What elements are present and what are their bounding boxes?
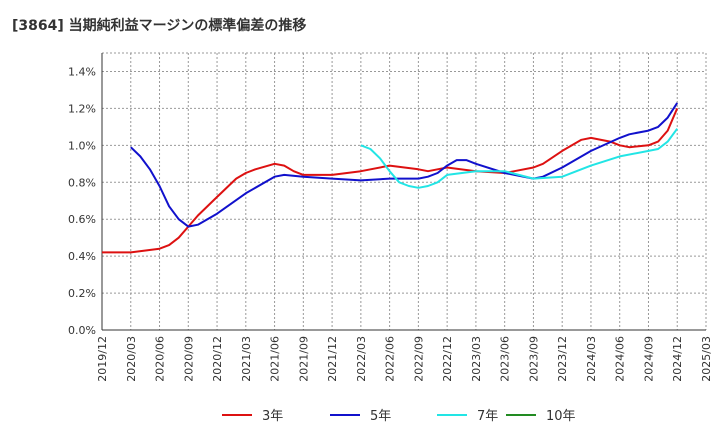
legend-label-1: 5年 [370,409,391,424]
x-tick-label: 2021/06 [269,336,282,382]
x-tick-label: 2023/03 [470,336,483,382]
x-tick-label: 2021/12 [326,336,339,382]
legend-label-2: 7年 [477,409,498,424]
x-tick-label: 2024/03 [585,336,598,382]
plot-area [102,53,706,330]
x-tick-label: 2024/12 [671,336,684,382]
series-layer [102,102,679,254]
x-tick-label: 2023/09 [527,336,540,382]
grid-layer [101,52,707,331]
y-tick-label: 0.8% [68,176,96,189]
x-tick-label: 2019/12 [96,336,109,382]
x-tick-label: 2021/09 [297,336,310,382]
y-tick-label: 1.0% [68,139,96,152]
chart-title: [3864] 当期純利益マージンの標準偏差の推移 [12,17,306,34]
x-tick-label: 2022/12 [441,336,454,382]
y-tick-label: 1.2% [68,102,96,115]
x-tick-label: 2023/06 [499,336,512,382]
x-tick-label: 2024/09 [642,336,655,382]
y-tick-label: 0.4% [68,250,96,263]
legend-label-0: 3年 [262,409,283,424]
x-tick-label: 2022/06 [384,336,397,382]
x-tick-label: 2020/06 [154,336,167,382]
x-tick-label: 2020/12 [211,336,224,382]
x-tick-label: 2024/06 [614,336,627,382]
legend: 3年 5年 7年 10年 [222,409,576,424]
x-tick-label: 2023/12 [556,336,569,382]
y-tick-label: 0.0% [68,324,96,337]
series-line-2 [360,128,679,189]
y-tick-label: 0.6% [68,213,96,226]
x-tick-label: 2022/03 [355,336,368,382]
x-tick-label: 2020/03 [125,336,138,382]
y-tick-label: 0.2% [68,287,96,300]
axis-layer: 0.0% 0.2% 0.4% 0.6% 0.8% 1.0% 1.2% 1.4% 2019/12 2… [68,53,713,382]
series-line-1 [130,102,679,228]
y-tick-label: 1.4% [68,65,96,78]
legend-label-3: 10年 [546,409,576,424]
x-tick-label: 2021/03 [240,336,253,382]
x-tick-label: 2022/09 [412,336,425,382]
x-tick-label: 2020/09 [182,336,195,382]
x-tick-label: 2025/03 [700,336,713,382]
